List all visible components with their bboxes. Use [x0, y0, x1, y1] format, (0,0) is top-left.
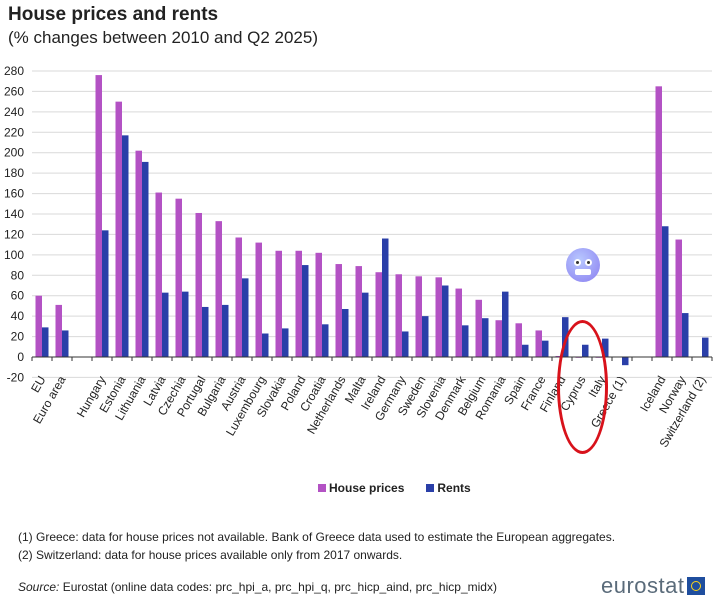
bar-chart: -20 0 20 40 60 80 100 120 140 160 180 200 220 240 260 2…	[4, 64, 713, 450]
bar-rents	[522, 344, 529, 357]
footnotes: (1) Greece: data for house prices not av…	[18, 528, 615, 564]
legend-swatch-rents	[426, 484, 435, 492]
bar-rents	[342, 308, 349, 357]
y-tick-label: 140	[4, 207, 24, 221]
x-axis	[31, 356, 713, 361]
footnote-2: (2) Switzerland: data for house prices a…	[18, 548, 403, 562]
y-tick-label: 160	[4, 187, 24, 201]
bar-rents	[102, 230, 109, 357]
y-tick-label: 120	[4, 227, 24, 241]
bar-house-prices	[255, 242, 262, 357]
bar-rents	[702, 337, 709, 357]
source-line: Source: Eurostat (online data codes: prc…	[18, 580, 497, 594]
bar-rents	[622, 357, 629, 366]
gridlines	[32, 70, 712, 378]
bar-rents	[442, 285, 449, 357]
eurostat-logo: eurostat	[601, 573, 705, 599]
bars	[35, 75, 709, 366]
legend-swatch-house-prices	[318, 484, 326, 492]
logo-text: eurostat	[601, 573, 685, 598]
bar-house-prices	[655, 86, 662, 358]
bar-house-prices	[415, 276, 422, 357]
bar-rents	[122, 135, 129, 357]
y-tick-label: 0	[17, 350, 24, 364]
legend-item-rents: Rents	[426, 481, 471, 495]
bar-house-prices	[335, 264, 342, 357]
bar-house-prices	[235, 237, 242, 357]
eu-flag-icon	[686, 577, 705, 595]
bar-rents	[602, 338, 609, 357]
y-tick-label: 80	[11, 268, 25, 282]
bar-rents	[62, 330, 69, 357]
bar-house-prices	[395, 274, 402, 357]
y-tick-label: 220	[4, 125, 24, 139]
bar-house-prices	[95, 75, 102, 357]
bar-house-prices	[275, 250, 282, 357]
bar-rents	[202, 306, 209, 357]
bar-house-prices	[135, 150, 142, 357]
bar-house-prices	[35, 295, 42, 357]
y-tick-label: 180	[4, 166, 24, 180]
bar-house-prices	[675, 239, 682, 357]
bar-rents	[422, 316, 429, 357]
y-tick-label: 20	[11, 330, 25, 344]
bar-rents	[282, 328, 289, 357]
bar-rents	[322, 324, 329, 357]
y-tick-label: 260	[4, 84, 24, 98]
y-tick-label: 200	[4, 146, 24, 160]
bar-rents	[142, 161, 149, 357]
bar-rents	[402, 331, 409, 357]
bar-house-prices	[355, 266, 362, 357]
bar-rents	[242, 278, 249, 357]
legend-label-house-prices: House prices	[329, 481, 405, 495]
cold-face-emoji-icon	[566, 248, 600, 282]
bar-rents	[302, 265, 309, 357]
bar-house-prices	[495, 320, 502, 357]
bar-house-prices	[195, 212, 202, 357]
bar-rents	[482, 318, 489, 357]
annotation-circle	[557, 320, 608, 454]
bar-rents	[362, 292, 369, 357]
bar-house-prices	[535, 330, 542, 357]
y-tick-label: 100	[4, 248, 24, 262]
bar-rents	[382, 238, 389, 357]
bar-rents	[222, 304, 229, 357]
bar-house-prices	[295, 250, 302, 357]
bar-house-prices	[515, 323, 522, 357]
y-tick-label: 240	[4, 105, 24, 119]
chart-title: House prices and rents	[8, 4, 219, 25]
bar-house-prices	[175, 198, 182, 357]
chart-subtitle: (% changes between 2010 and Q2 2025)	[8, 28, 319, 47]
bar-rents	[502, 291, 509, 357]
bar-house-prices	[435, 277, 442, 357]
bar-house-prices	[475, 299, 482, 357]
source-text: Eurostat (online data codes: prc_hpi_a, …	[59, 580, 497, 594]
legend-label-rents: Rents	[437, 481, 471, 495]
bar-rents	[162, 292, 169, 357]
bar-rents	[462, 325, 469, 357]
source-label: Source:	[18, 580, 60, 594]
bar-rents	[262, 333, 269, 357]
bar-rents	[42, 327, 49, 357]
bar-house-prices	[315, 252, 322, 357]
bar-house-prices	[55, 304, 62, 357]
y-tick-label: 60	[11, 289, 25, 303]
legend-item-house-prices: House prices	[318, 481, 404, 495]
chart-legend: House prices Rents	[318, 481, 471, 495]
y-axis-ticks: -20 0 20 40 60 80 100 120 140 160 180 200 220 240 260 2…	[4, 64, 24, 384]
bar-house-prices	[215, 221, 222, 357]
bar-rents	[182, 291, 189, 357]
bar-house-prices	[155, 192, 162, 357]
bar-house-prices	[455, 288, 462, 357]
bar-rents	[542, 340, 549, 357]
bar-house-prices	[375, 272, 382, 357]
y-tick-label: 40	[11, 309, 25, 323]
bar-rents	[682, 313, 689, 357]
y-tick-label: 280	[4, 64, 24, 78]
footnote-1: (1) Greece: data for house prices not av…	[18, 530, 616, 544]
bar-house-prices	[115, 101, 122, 358]
y-tick-label: -20	[7, 370, 25, 384]
bar-rents	[662, 226, 669, 357]
